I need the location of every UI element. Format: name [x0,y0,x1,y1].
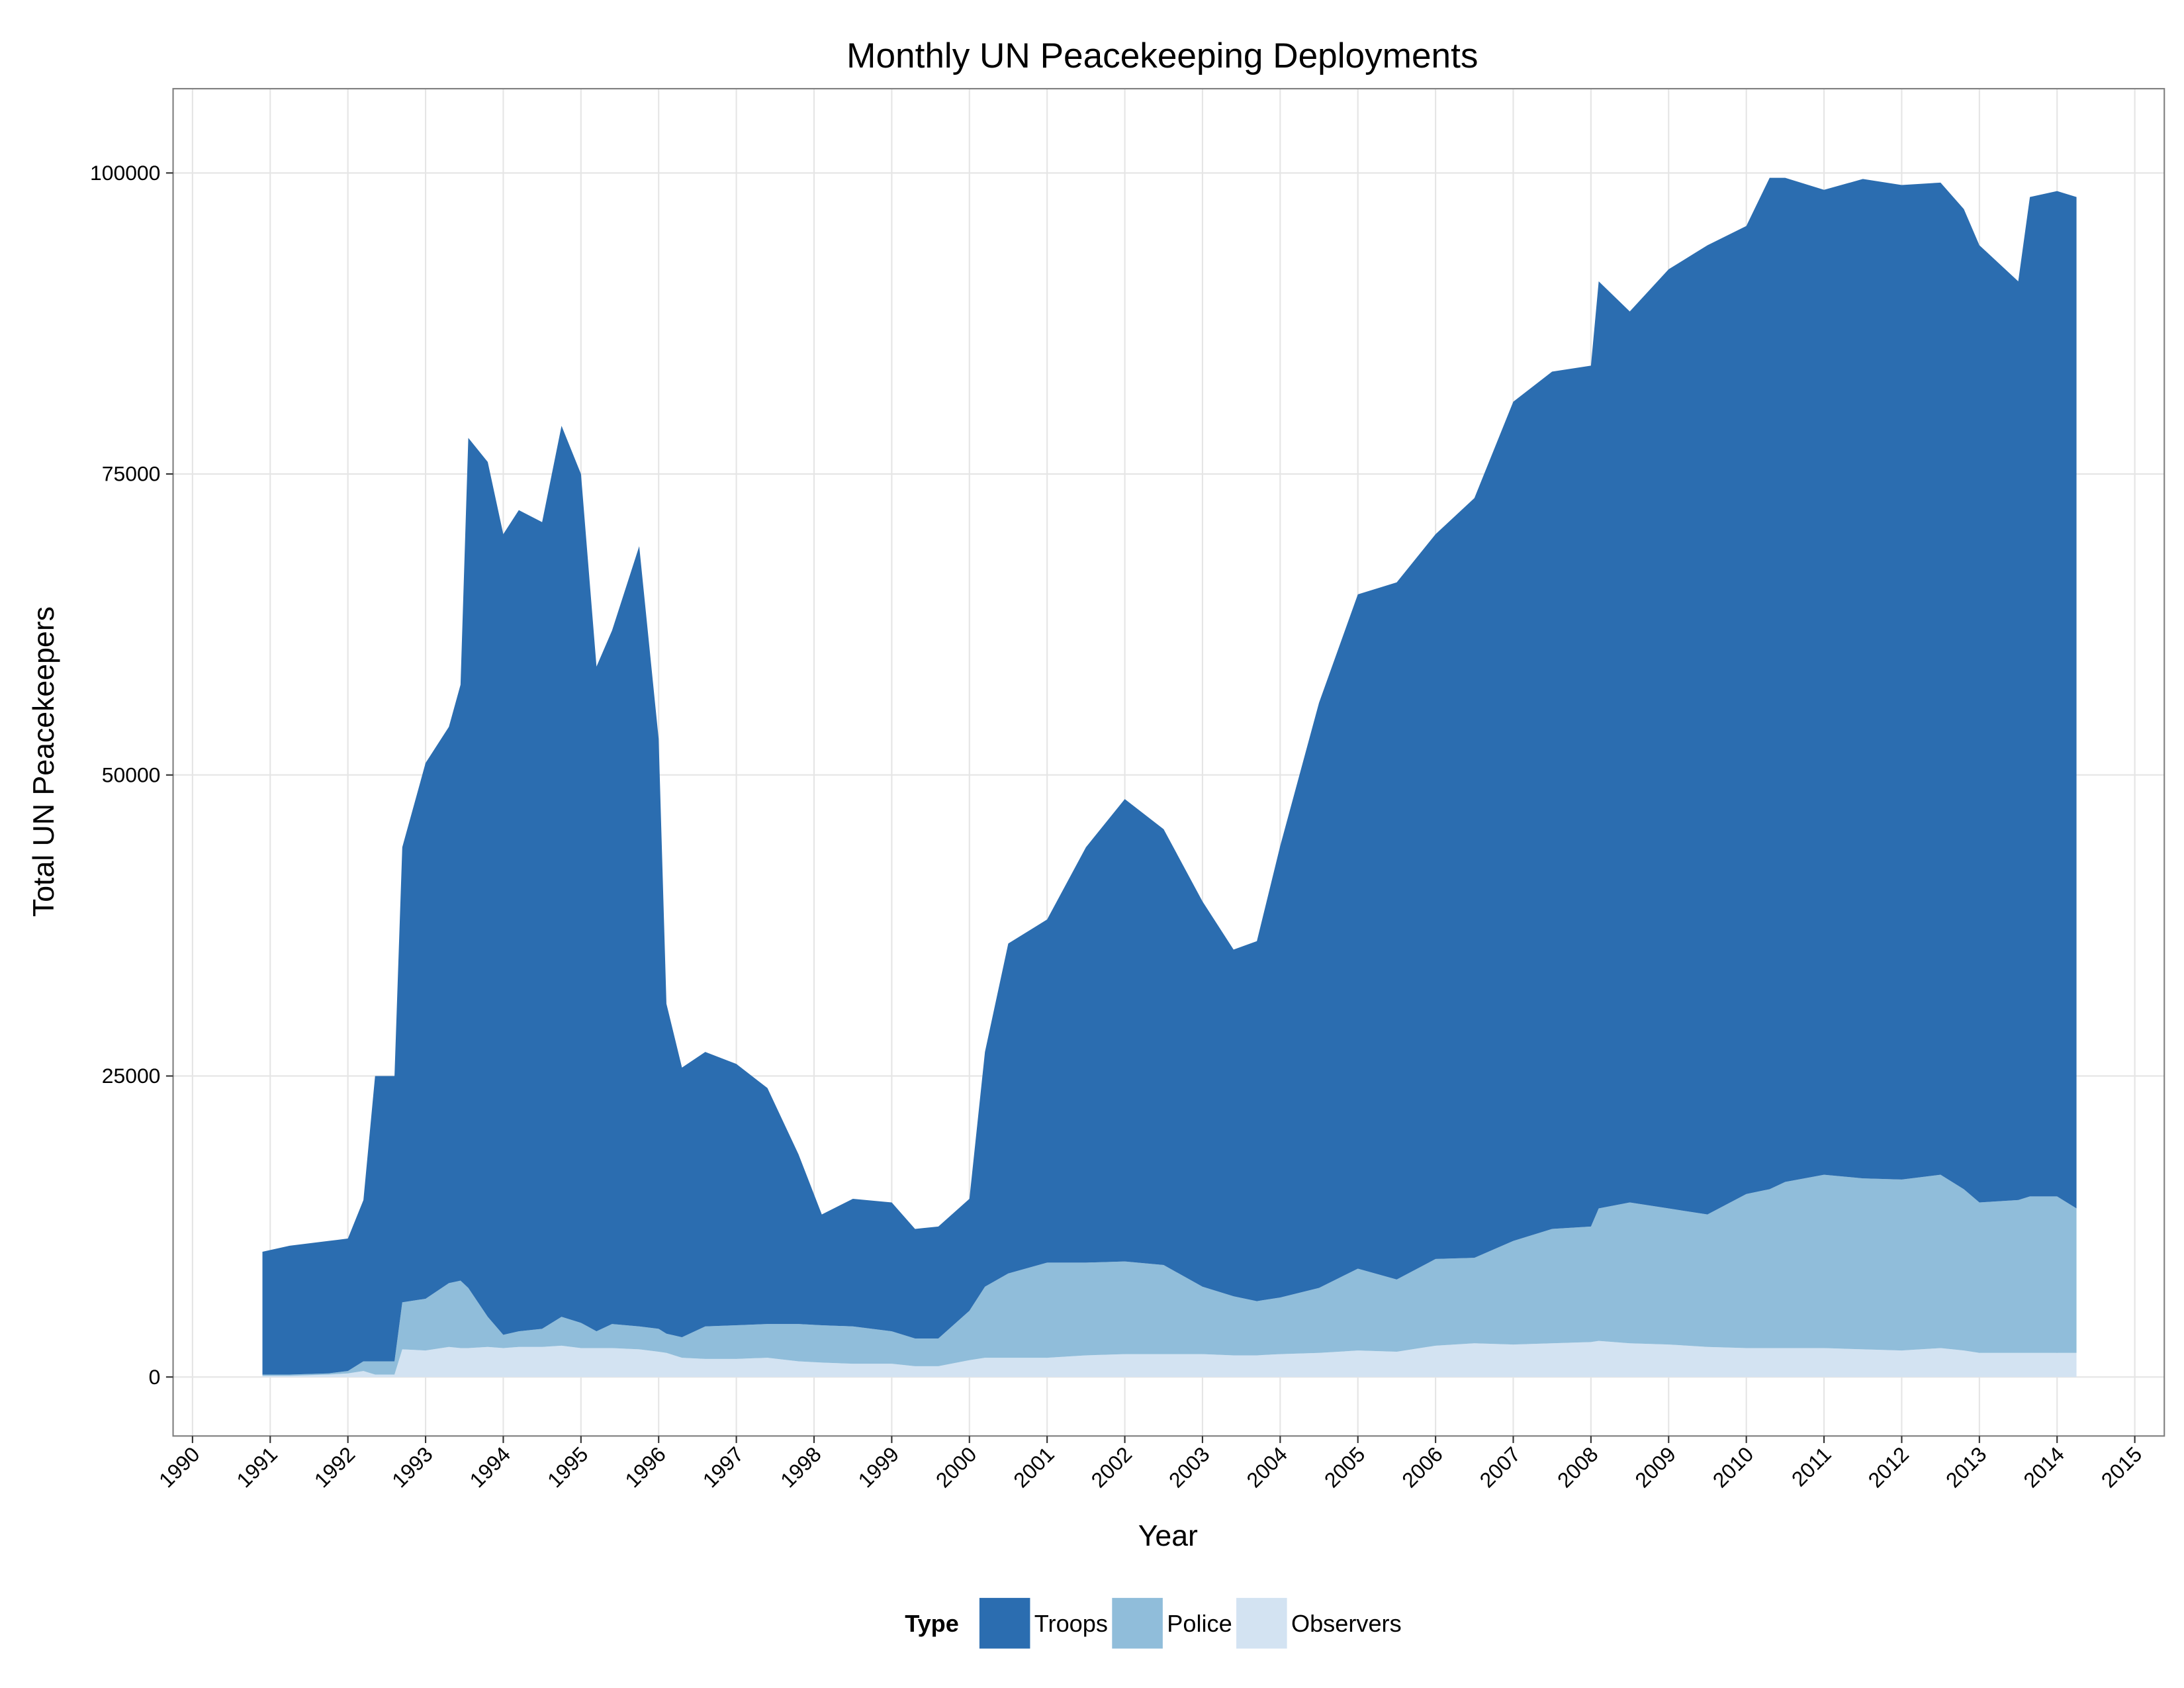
plot-border [172,87,2165,1437]
legend-swatch [1112,1597,1163,1649]
x-tick-label: 2009 [1630,1442,1680,1493]
x-tick-label: 1992 [310,1442,360,1493]
legend-swatch [1236,1597,1287,1649]
x-tick-label: 1995 [543,1442,593,1493]
x-tick-label: 2014 [2019,1442,2069,1493]
x-tick-label: 1994 [465,1442,516,1493]
x-tick-label: 2010 [1708,1442,1758,1493]
area [262,177,2077,1375]
x-tick-label: 2002 [1087,1442,1137,1493]
y-tick-label: 0 [149,1365,161,1389]
x-tick-label: 1990 [154,1442,205,1493]
x-axis-label: Year [1138,1520,1198,1552]
x-tick-label: 2001 [1009,1442,1059,1493]
y-tick-label: 50000 [102,763,161,786]
x-tick-label: 2015 [2097,1442,2147,1493]
x-tick-label: 1998 [776,1442,826,1493]
x-tick-label: 2004 [1242,1442,1292,1493]
x-tick-label: 1996 [620,1442,670,1493]
legend-label: Police [1167,1610,1232,1637]
x-tick-label: 1999 [853,1442,903,1493]
x-tick-label: 1991 [232,1442,282,1493]
y-tick-label: 25000 [102,1064,161,1088]
x-tick-label: 2007 [1475,1442,1525,1493]
y-tick-label: 100000 [90,161,160,185]
y-tick-label: 75000 [102,462,161,486]
x-tick-label: 2013 [1941,1442,1991,1493]
legend-label: Observers [1291,1610,1402,1637]
chart-title: Monthly UN Peacekeeping Deployments [846,36,1478,75]
y-axis-label: Total UN Peacekeepers [28,606,60,917]
x-tick-label: 2003 [1164,1442,1214,1493]
x-tick-label: 1993 [387,1442,437,1493]
legend-swatch [979,1597,1030,1649]
x-tick-label: 1997 [698,1442,749,1493]
area [262,1174,2077,1376]
x-tick-label: 2011 [1787,1442,1836,1491]
area [262,1340,2077,1378]
x-tick-label: 2008 [1553,1442,1603,1493]
x-tick-label: 2000 [931,1442,981,1493]
legend-label: Troops [1034,1610,1108,1637]
x-tick-label: 2005 [1320,1442,1370,1493]
x-tick-label: 2006 [1397,1442,1447,1493]
legend-title: Type [905,1610,959,1637]
x-tick-label: 2012 [1864,1442,1914,1493]
